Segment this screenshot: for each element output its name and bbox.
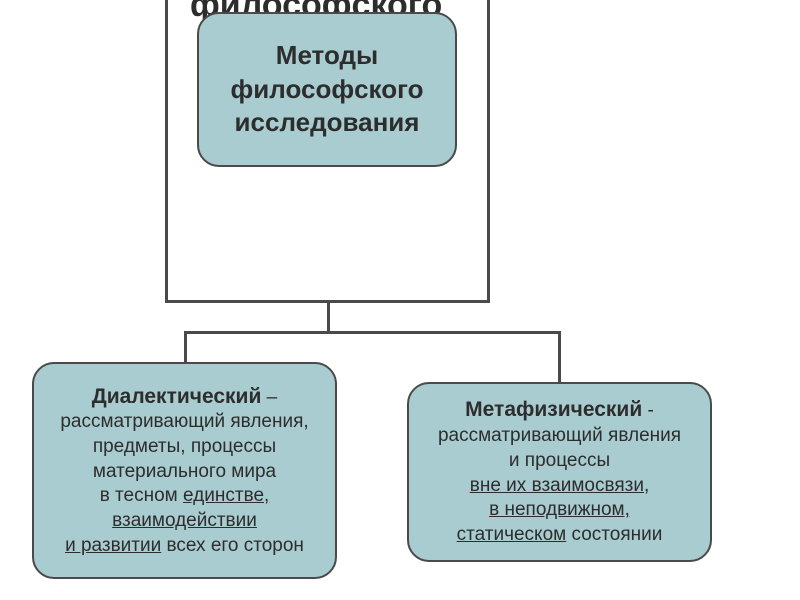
left-title: Диалектический [92,385,262,408]
left-body-line3: материального мира [93,460,276,485]
right-body-line2: и процессы [509,449,610,474]
right-u-line1: вне их взаимосвязи, [470,474,650,499]
left-underline-line: взаимодействии [112,509,257,534]
connector-right-down [558,331,561,383]
connector-left-down [184,331,187,363]
diagram-canvas: философского Методы философского исследо… [0,0,800,600]
right-last-u: статическом [457,524,567,545]
left-dash: – [261,387,277,408]
left-body-line4: в тесном единстве, [100,484,270,509]
connector-root-down [327,303,330,333]
right-u-line2: в неподвижном, [489,498,630,523]
right-last-line: статическом состоянии [457,523,663,548]
left-last-line: и развитии всех его сторон [65,534,304,559]
left-title-line: Диалектический – [92,383,277,411]
right-child-node: Метафизический - рассматривающий явления… [407,382,712,562]
connector-horizontal [184,331,561,334]
right-title: Метафизический [465,398,642,421]
left-last-plain: всех его сторон [161,535,304,556]
left-body-line1: рассматривающий явления, [60,410,308,435]
left-child-node: Диалектический – рассматривающий явления… [32,362,337,579]
left-body-line2: предметы, процессы [93,435,276,460]
root-title-line1: Методы [276,39,378,73]
right-body-line1: рассматривающий явления [438,424,681,449]
root-title-line2: философского [231,73,424,107]
root-node: Методы философского исследования [197,12,457,167]
root-title-line3: исследования [235,106,420,140]
left-mixed1-plain: в тесном [100,485,183,506]
right-title-line: Метафизический - [465,396,654,424]
right-last-plain: состоянии [566,524,662,545]
right-dash: - [642,400,654,421]
left-last-u: и развитии [65,535,161,556]
left-mixed1-u: единстве, [183,485,269,506]
